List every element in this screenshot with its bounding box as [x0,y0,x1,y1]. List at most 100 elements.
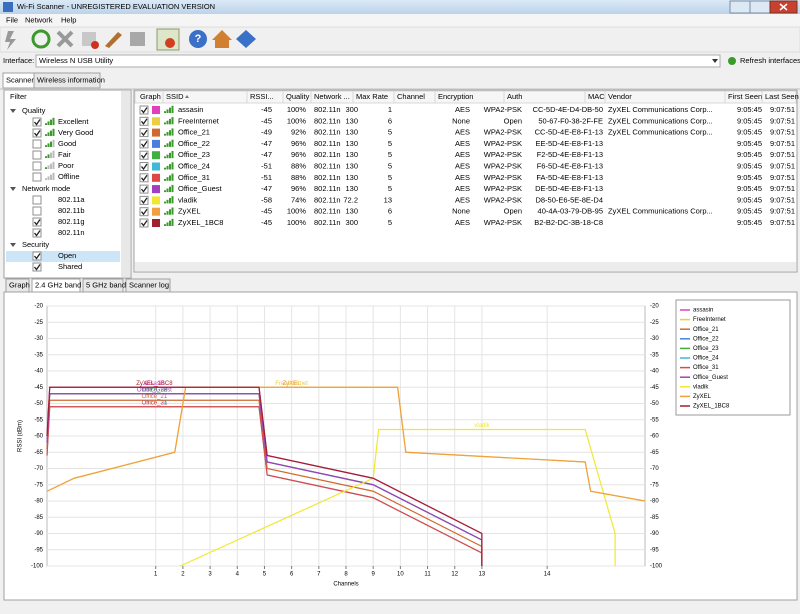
x-tick-label: 11 [424,572,431,578]
checkbox[interactable] [139,184,149,194]
checkbox[interactable] [139,105,149,115]
minimize-button[interactable] [729,0,751,14]
checkbox[interactable] [32,262,42,272]
table-cell: Office_Guest [178,184,223,193]
row-color [152,207,160,216]
tree-toggle[interactable] [10,109,16,113]
tab[interactable] [125,278,171,293]
table-cell: Office_24 [178,161,210,170]
table-cell: F6-5D-4E-E8-F1-13 [537,161,603,170]
tab[interactable] [31,278,81,293]
checkbox[interactable] [32,128,42,138]
checkbox[interactable] [32,161,42,171]
toolbar-icon[interactable] [105,32,122,48]
checkbox[interactable] [32,251,42,261]
column-header: Last Seen [765,92,799,101]
tree-toggle[interactable] [10,187,16,191]
checkbox[interactable] [32,117,42,127]
toolbar-icon[interactable] [130,32,145,46]
signal-icon [166,154,169,159]
tree-toggle[interactable] [10,243,16,247]
y-tick-label: -90 [34,531,43,537]
title-bar [0,0,800,14]
maximize-button[interactable] [749,0,771,14]
checkbox[interactable] [139,139,149,149]
table-cell: 5 [388,218,392,227]
quality-icon [47,176,50,180]
checkbox[interactable] [139,128,149,138]
legend-label: ZyXEL_1BC8 [693,404,730,410]
table-cell: 9:07:51 [770,195,795,204]
checkbox[interactable] [139,173,149,183]
legend-label: Office_Guest [693,375,728,381]
checkbox[interactable] [139,207,149,217]
check-mark [140,107,148,114]
signal-icon [171,162,174,170]
close-icon [779,3,788,11]
y2-tick-label: -80 [650,499,659,505]
checkbox[interactable] [139,116,149,126]
checkbox[interactable] [139,150,149,160]
table-cell: WPA2-PSK [484,195,522,204]
app-icon [3,2,13,12]
checkbox[interactable] [32,139,42,149]
checkbox[interactable] [32,206,42,216]
toolbar-icon[interactable] [189,30,207,48]
check-mark [33,230,41,237]
checkbox[interactable] [139,162,149,171]
table-cell: ZyXEL [178,207,201,216]
checkbox[interactable] [32,228,42,238]
table-cell: 9:07:51 [770,173,795,182]
table-cell: ZyXEL Communications Corp... [608,116,713,125]
table-cell: 802.11n [314,161,341,170]
tab[interactable] [5,278,30,293]
toolbar-icon[interactable] [236,30,256,48]
signal-icon [166,143,169,147]
refresh-icon[interactable] [728,57,736,65]
signal-icon [166,188,169,193]
quality-icon [50,141,52,147]
checkbox[interactable] [139,218,149,228]
filter-item: Poor [58,161,74,170]
table-cell: Office_22 [178,139,210,148]
menu-item: Help [61,15,76,24]
y2-tick-label: -65 [650,450,659,456]
signal-icon [164,201,166,204]
legend-label: Office_21 [693,327,719,333]
x-axis-label: Channels [333,582,358,588]
tab[interactable] [33,72,101,89]
toolbar-icon[interactable] [56,30,74,48]
table-cell: 802.11n [314,173,341,182]
signal-icon [166,199,169,204]
table-cell: vladik [178,195,197,204]
signal-icon [169,209,171,215]
table-cell: 9:05:45 [737,195,762,204]
row-color [152,117,160,126]
toolbar-icon[interactable] [5,31,16,50]
signal-icon [171,105,174,113]
checkbox[interactable] [32,195,42,205]
dropdown-arrow [712,59,718,63]
y2-tick-label: -55 [650,417,659,423]
interface-select[interactable] [35,54,721,68]
signal-icon [171,196,174,204]
check-mark [33,130,41,137]
row-color [152,106,160,114]
checkbox[interactable] [32,150,42,160]
curve-label: Office_31 [142,400,168,406]
table-cell: 802.11n [314,128,341,137]
legend-label: FreeInternet [693,317,726,323]
toolbar-icon[interactable] [212,30,232,48]
check-mark [140,197,148,204]
checkbox[interactable] [32,172,42,182]
checkbox[interactable] [139,195,149,205]
tab[interactable] [82,278,124,293]
table-cell: AES [455,184,470,193]
quality-icon [45,167,47,169]
table-cell: Office_21 [178,128,210,137]
toolbar-icon[interactable] [31,29,51,49]
checkbox[interactable] [32,217,42,227]
table-cell: 96% [291,184,306,193]
y-tick-label: -40 [34,369,43,375]
check-mark [140,152,148,159]
